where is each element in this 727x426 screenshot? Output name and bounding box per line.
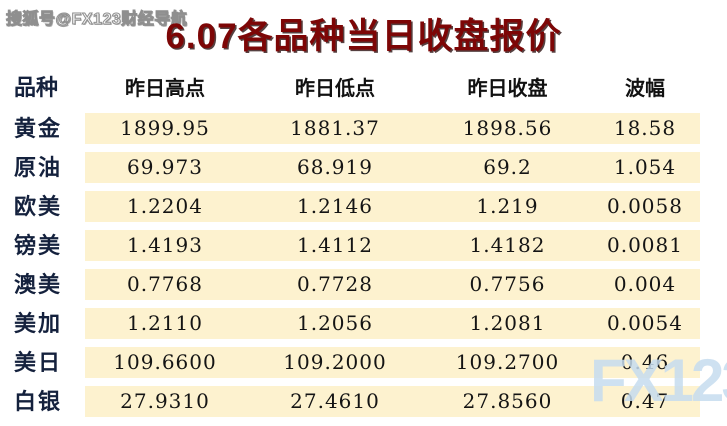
range-value: 0.47 bbox=[590, 386, 700, 417]
high-value: 1899.95 bbox=[85, 113, 245, 144]
close-value: 109.2700 bbox=[425, 347, 590, 378]
high-value: 27.9310 bbox=[85, 386, 245, 417]
table-row-usdjpy: 美日 109.6600 109.2000 109.2700 0.46 bbox=[0, 347, 727, 378]
product-label: 白银 bbox=[14, 389, 63, 414]
range-value: 0.0081 bbox=[590, 230, 700, 261]
low-value: 1.4112 bbox=[245, 230, 425, 261]
product-label: 美日 bbox=[14, 350, 63, 375]
low-value: 0.7728 bbox=[245, 269, 425, 300]
high-value: 1.2110 bbox=[85, 308, 245, 339]
product-label: 澳美 bbox=[14, 272, 63, 297]
close-value: 1.2081 bbox=[425, 308, 590, 339]
source-watermark: 搜狐号@FX123财经导航 bbox=[5, 11, 188, 29]
low-value: 1.2056 bbox=[245, 308, 425, 339]
table-row-silver: 白银 27.9310 27.4610 27.8560 0.47 bbox=[0, 386, 727, 417]
product-label: 欧美 bbox=[14, 194, 63, 219]
low-value: 109.2000 bbox=[245, 347, 425, 378]
high-value: 109.6600 bbox=[85, 347, 245, 378]
table-row-usdcad: 美加 1.2110 1.2056 1.2081 0.0054 bbox=[0, 308, 727, 339]
product-label: 镑美 bbox=[14, 233, 63, 258]
range-value: 0.004 bbox=[590, 269, 700, 300]
close-value: 1898.56 bbox=[425, 113, 590, 144]
table-row-gold: 黄金 1899.95 1881.37 1898.56 18.58 bbox=[0, 113, 727, 144]
range-value: 18.58 bbox=[590, 113, 700, 144]
page-title: 6.07各品种当日收盘报价 bbox=[165, 17, 562, 56]
low-value: 1881.37 bbox=[245, 113, 425, 144]
column-header-range: 波幅 bbox=[625, 77, 665, 100]
table-row-gbpusd: 镑美 1.4193 1.4112 1.4182 0.0081 bbox=[0, 230, 727, 261]
close-value: 69.2 bbox=[425, 152, 590, 183]
high-value: 0.7768 bbox=[85, 269, 245, 300]
low-value: 1.2146 bbox=[245, 191, 425, 222]
low-value: 68.919 bbox=[245, 152, 425, 183]
product-label: 美加 bbox=[14, 311, 63, 336]
high-value: 1.2204 bbox=[85, 191, 245, 222]
table-row-audusd: 澳美 0.7768 0.7728 0.7756 0.004 bbox=[0, 269, 727, 300]
close-value: 27.8560 bbox=[425, 386, 590, 417]
column-header-product: 品种 bbox=[14, 75, 59, 100]
range-value: 1.054 bbox=[590, 152, 700, 183]
table-header-row: 品种 昨日高点 昨日低点 昨日收盘 波幅 bbox=[0, 70, 727, 100]
column-header-low: 昨日低点 bbox=[295, 77, 375, 100]
close-value: 1.4182 bbox=[425, 230, 590, 261]
range-value: 0.46 bbox=[590, 347, 700, 378]
product-label: 原油 bbox=[14, 155, 63, 180]
range-value: 0.0054 bbox=[590, 308, 700, 339]
column-header-high: 昨日高点 bbox=[125, 77, 205, 100]
table-row-crude-oil: 原油 69.973 68.919 69.2 1.054 bbox=[0, 152, 727, 183]
column-header-close: 昨日收盘 bbox=[467, 77, 548, 100]
high-value: 1.4193 bbox=[85, 230, 245, 261]
close-value: 1.219 bbox=[425, 191, 590, 222]
table-row-eurusd: 欧美 1.2204 1.2146 1.219 0.0058 bbox=[0, 191, 727, 222]
high-value: 69.973 bbox=[85, 152, 245, 183]
range-value: 0.0058 bbox=[590, 191, 700, 222]
close-value: 0.7756 bbox=[425, 269, 590, 300]
product-label: 黄金 bbox=[14, 116, 63, 141]
low-value: 27.4610 bbox=[245, 386, 425, 417]
quotes-table: 品种 昨日高点 昨日低点 昨日收盘 波幅 黄金 1899.95 1881.37 … bbox=[0, 70, 727, 425]
